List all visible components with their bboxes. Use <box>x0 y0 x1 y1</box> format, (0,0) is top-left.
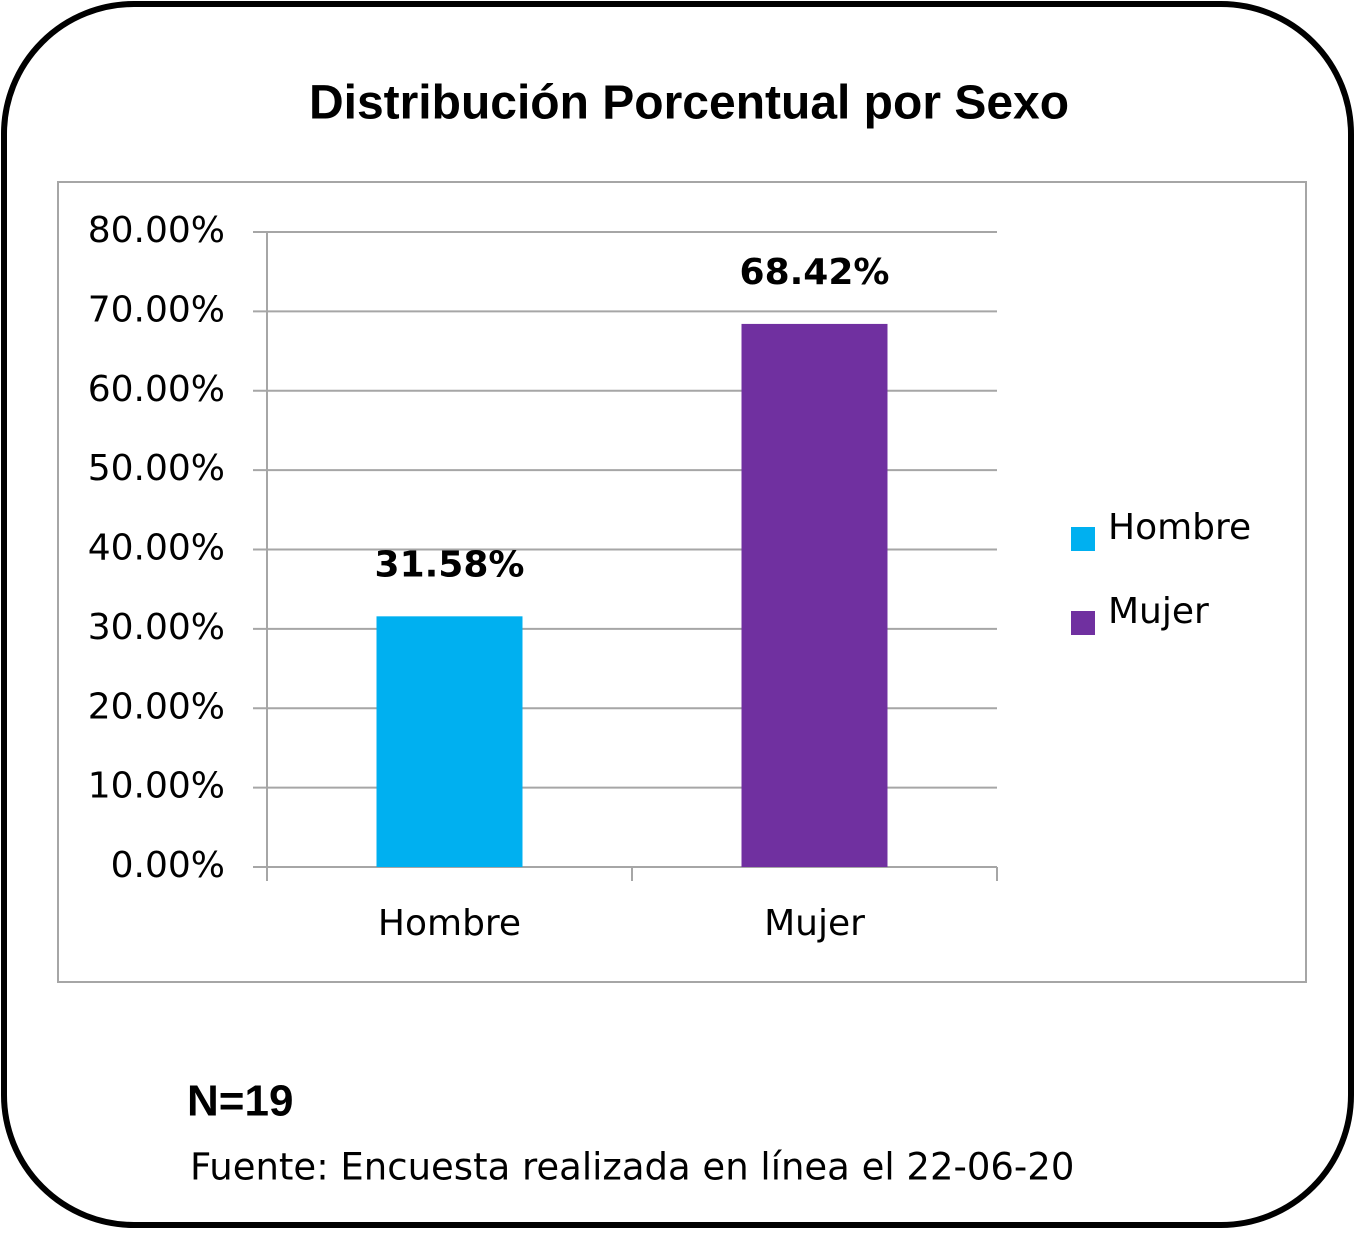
plot-frame <box>57 181 1307 983</box>
value-label: 31.58% <box>375 544 525 585</box>
y-tick-label: 20.00% <box>88 686 225 727</box>
x-tick-label: Mujer <box>764 903 865 944</box>
y-tick-label: 10.00% <box>88 766 225 807</box>
y-tick-label: 30.00% <box>88 607 225 648</box>
y-tick-label: 0.00% <box>111 845 225 886</box>
source: Fuente: Encuesta realizada en línea el 2… <box>190 1146 1074 1189</box>
legend-label: Hombre <box>1108 507 1251 548</box>
y-tick-label: 40.00% <box>88 528 225 569</box>
bar <box>741 323 888 867</box>
legend-swatch <box>1071 527 1095 551</box>
y-tick-label: 60.00% <box>88 369 225 410</box>
y-tick-label: 80.00% <box>88 210 225 251</box>
legend-swatch <box>1071 611 1095 635</box>
bar <box>376 616 523 867</box>
legend-label: Mujer <box>1108 591 1209 632</box>
y-tick-label: 50.00% <box>88 448 225 489</box>
y-tick-label: 70.00% <box>88 289 225 330</box>
chart-title: Distribución Porcentual por Sexo <box>309 77 1069 130</box>
note: N=19 <box>187 1077 293 1126</box>
value-label: 68.42% <box>740 252 890 293</box>
x-tick-label: Hombre <box>378 903 521 944</box>
